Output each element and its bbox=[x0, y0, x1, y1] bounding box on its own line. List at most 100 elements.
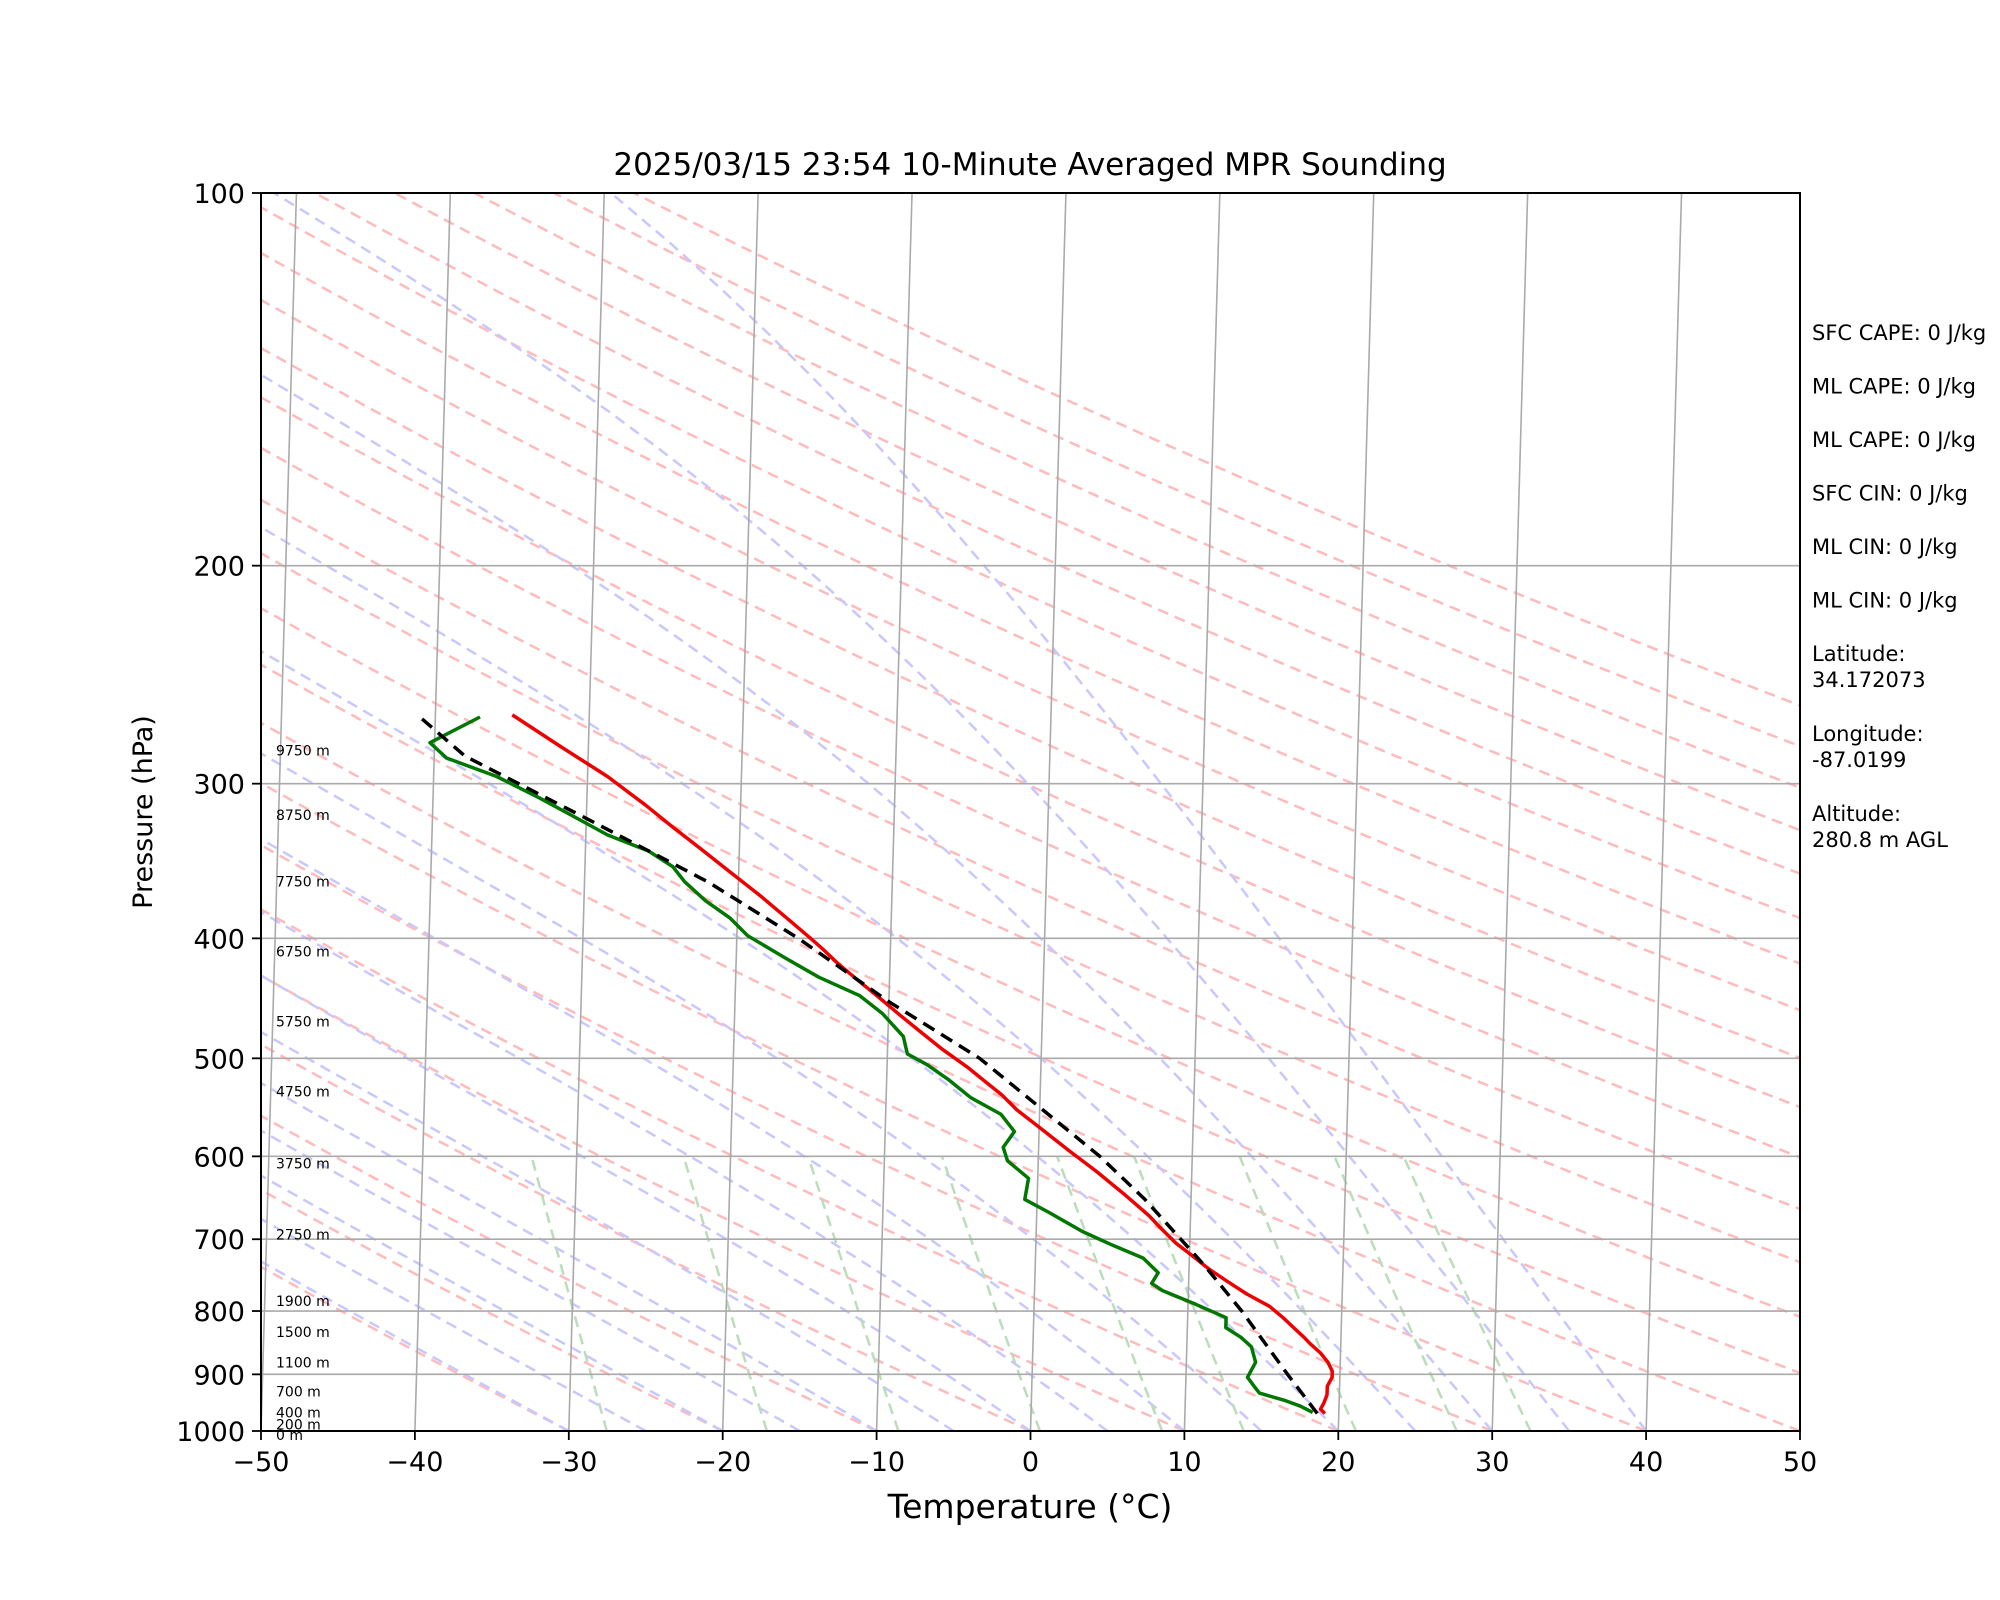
dry-adiabat bbox=[260, 1042, 1032, 1432]
stat-text: 34.172073 bbox=[1812, 668, 1926, 692]
dry-adiabat bbox=[260, 1187, 724, 1432]
x-tick-label: 40 bbox=[1629, 1447, 1663, 1478]
height-label: 1100 m bbox=[276, 1355, 330, 1371]
height-label: 1500 m bbox=[276, 1325, 330, 1341]
x-tick-label: −40 bbox=[386, 1447, 443, 1478]
x-tick-label: −30 bbox=[540, 1447, 597, 1478]
dry-adiabat bbox=[633, 192, 1800, 707]
x-tick-label: 30 bbox=[1475, 1447, 1509, 1478]
y-tick-label: 200 bbox=[193, 552, 245, 583]
stat-text: Latitude: bbox=[1812, 642, 1906, 666]
height-label: 200 m bbox=[276, 1418, 321, 1434]
dry-adiabat bbox=[260, 907, 1339, 1432]
height-labels: 9750 m 8750 m 7750 m 6750 m 5750 m 4750 m 3750… bbox=[276, 743, 330, 1443]
height-label: 9750 m bbox=[276, 743, 330, 759]
y-tick-label: 1000 bbox=[176, 1417, 245, 1448]
height-label: 700 m bbox=[276, 1384, 321, 1400]
moist-adiabat bbox=[260, 1128, 801, 1432]
dry-adiabat bbox=[260, 781, 1647, 1432]
y-tick-label: 300 bbox=[193, 770, 245, 801]
dry-adiabat bbox=[260, 606, 1800, 1319]
height-label: 5750 m bbox=[276, 1015, 330, 1031]
plot-frame bbox=[260, 192, 1801, 1432]
dry-adiabat bbox=[260, 973, 1185, 1432]
dry-adiabat bbox=[260, 843, 1493, 1432]
mixing-ratio-line bbox=[807, 1156, 900, 1432]
stat-text: 280.8 m AGL bbox=[1812, 828, 1948, 852]
x-tick-label: −10 bbox=[848, 1447, 905, 1478]
height-label: 0 m bbox=[276, 1428, 303, 1444]
moist-adiabat bbox=[260, 751, 1263, 1432]
dewpoint-line bbox=[428, 715, 1314, 1414]
stat-text: -87.0199 bbox=[1812, 748, 1906, 772]
y-tick-label: 800 bbox=[193, 1297, 245, 1328]
isotherm bbox=[1337, 192, 1375, 1432]
dry-adiabat bbox=[260, 1264, 570, 1432]
y-tick-label: 500 bbox=[193, 1044, 245, 1075]
height-label: 2750 m bbox=[276, 1228, 330, 1244]
moist-adiabat bbox=[260, 1081, 878, 1432]
moist-adiabat bbox=[260, 910, 1109, 1432]
mixing-ratio-line bbox=[1333, 1155, 1458, 1432]
moist-adiabat bbox=[260, 1216, 647, 1432]
moist-adiabat bbox=[260, 649, 1340, 1432]
isotherm bbox=[721, 192, 759, 1432]
isotherm bbox=[1029, 192, 1067, 1432]
height-label: 7750 m bbox=[276, 875, 330, 891]
x-tick-label: 50 bbox=[1783, 1447, 1817, 1478]
height-label: 6750 m bbox=[276, 945, 330, 961]
dry-adiabat bbox=[473, 192, 1800, 790]
stat-text: ML CIN: 0 J/kg bbox=[1812, 589, 1958, 613]
isotherm bbox=[568, 192, 606, 1432]
mixing-ratio-line bbox=[530, 1156, 609, 1432]
dry-adiabat bbox=[260, 551, 1800, 1264]
temperature-line bbox=[511, 713, 1335, 1415]
height-label: 1900 m bbox=[276, 1294, 330, 1310]
stat-text: Longitude: bbox=[1812, 722, 1924, 746]
stat-text: SFC CAPE: 0 J/kg bbox=[1812, 321, 1986, 345]
dry-adiabat bbox=[260, 1113, 878, 1432]
height-label: 8750 m bbox=[276, 808, 330, 824]
y-tick-label: 700 bbox=[193, 1225, 245, 1256]
mixing-ratio-line bbox=[1402, 1155, 1532, 1432]
isotherm bbox=[875, 192, 913, 1432]
moist-adiabat bbox=[260, 837, 1186, 1432]
stat-text: SFC CIN: 0 J/kg bbox=[1812, 482, 1968, 506]
y-axis-label: Pressure (hPa) bbox=[128, 715, 159, 909]
moist-adiabat bbox=[273, 192, 1571, 1432]
dry-adiabat bbox=[394, 192, 1800, 832]
y-axis-ticks: 100 200 300 400 500 600 700 800 900 1000 bbox=[176, 179, 261, 1448]
mixing-ratio-line bbox=[682, 1156, 769, 1432]
stat-text: ML CIN: 0 J/kg bbox=[1812, 535, 1958, 559]
y-tick-label: 600 bbox=[193, 1142, 245, 1173]
x-tick-label: 0 bbox=[1022, 1447, 1039, 1478]
moist-adiabat bbox=[610, 192, 1648, 1432]
isotherm bbox=[260, 192, 298, 1432]
chart-title: 2025/03/15 23:54 10-Minute Averaged MPR … bbox=[613, 147, 1446, 183]
stat-text: Altitude: bbox=[1812, 802, 1901, 826]
isotherm bbox=[1645, 192, 1683, 1432]
x-tick-label: 20 bbox=[1321, 1447, 1355, 1478]
isotherm bbox=[1183, 192, 1221, 1432]
moist-adiabat bbox=[260, 973, 1032, 1432]
moist-adiabat bbox=[260, 1259, 570, 1432]
parcel-line bbox=[418, 715, 1319, 1415]
dry-adiabat bbox=[260, 445, 1800, 1159]
stat-text: ML CAPE: 0 J/kg bbox=[1812, 428, 1976, 452]
stats-panel: SFC CAPE: 0 J/kg ML CAPE: 0 J/kg ML CAPE: … bbox=[1812, 321, 1986, 852]
moist-adiabat bbox=[260, 525, 1417, 1432]
moist-adiabat bbox=[260, 1173, 724, 1432]
dry-adiabat bbox=[260, 721, 1800, 1432]
isotherm bbox=[1491, 192, 1529, 1432]
x-tick-label: −50 bbox=[233, 1447, 290, 1478]
x-tick-label: −20 bbox=[694, 1447, 751, 1478]
dry-adiabat bbox=[260, 346, 1800, 1060]
y-tick-label: 100 bbox=[193, 179, 245, 210]
x-tick-label: 10 bbox=[1167, 1447, 1201, 1478]
dry-adiabat bbox=[260, 298, 1800, 1012]
height-label: 3750 m bbox=[276, 1156, 330, 1172]
x-axis-label: Temperature (°C) bbox=[887, 1487, 1173, 1526]
dry-adiabat bbox=[260, 497, 1800, 1211]
y-tick-label: 900 bbox=[193, 1360, 245, 1391]
